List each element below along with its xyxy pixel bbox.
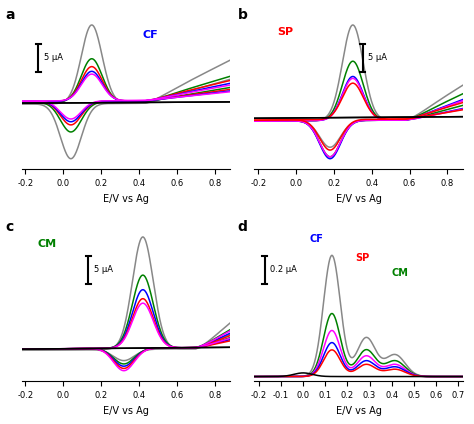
Text: SP: SP bbox=[356, 253, 370, 262]
Text: b: b bbox=[238, 8, 247, 22]
Text: 5 μA: 5 μA bbox=[93, 265, 112, 274]
Text: 5 μA: 5 μA bbox=[368, 53, 387, 62]
Text: SP: SP bbox=[278, 27, 294, 37]
Text: 0.2 μA: 0.2 μA bbox=[270, 265, 297, 274]
Text: CM: CM bbox=[392, 268, 409, 278]
Text: CM: CM bbox=[37, 239, 56, 249]
Text: c: c bbox=[5, 220, 13, 234]
X-axis label: E/V vs Ag: E/V vs Ag bbox=[103, 194, 149, 204]
Text: a: a bbox=[5, 8, 15, 22]
X-axis label: E/V vs Ag: E/V vs Ag bbox=[103, 406, 149, 416]
Text: CF: CF bbox=[143, 30, 159, 40]
Text: d: d bbox=[238, 220, 247, 234]
Text: CF: CF bbox=[310, 234, 324, 244]
Text: 5 μA: 5 μA bbox=[44, 53, 63, 62]
X-axis label: E/V vs Ag: E/V vs Ag bbox=[336, 406, 382, 416]
X-axis label: E/V vs Ag: E/V vs Ag bbox=[336, 194, 382, 204]
